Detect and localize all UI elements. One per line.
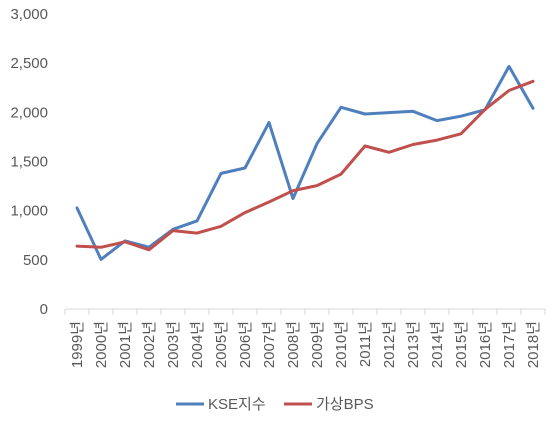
y-tick-label: 1,500 (10, 154, 48, 171)
x-tick-label: 2004년 (189, 321, 206, 368)
y-tick-label: 2,500 (10, 55, 48, 72)
x-tick-label: 2010년 (333, 321, 350, 368)
x-tick-label: 2013년 (405, 321, 422, 368)
x-tick-label: 2008년 (285, 321, 302, 368)
x-tick-label: 2016년 (477, 321, 494, 368)
y-tick-label: 3,000 (10, 6, 48, 23)
series-lines (75, 64, 535, 261)
x-axis-ticks: 1999년 2000년 2001년 2002년 2003년 2004년 2005년 2006년… (64, 309, 546, 368)
series-line (75, 79, 535, 252)
series-line (75, 64, 535, 261)
x-tick-label: 2007년 (261, 321, 278, 368)
x-tick-label: 2014년 (429, 321, 446, 368)
x-tick-label: 2012년 (381, 321, 398, 368)
x-tick-label: 2006년 (237, 321, 254, 368)
x-tick-label: 2009년 (309, 321, 326, 368)
y-tick-label: 1,000 (10, 203, 48, 220)
x-tick-label: 2000년 (93, 321, 110, 368)
x-tick-label: 2015년 (453, 321, 470, 368)
x-tick-label: 2001년 (117, 321, 134, 368)
x-tick-label: 2003년 (165, 321, 182, 368)
x-tick-label: 1999년 (69, 321, 86, 368)
legend: KSE지수 가상BPS (176, 396, 374, 413)
legend-label: KSE지수 (208, 396, 266, 413)
x-tick-label: 2018년 (525, 321, 542, 368)
x-tick-label: 2011년 (357, 321, 374, 367)
x-tick-label: 2002년 (141, 321, 158, 368)
y-tick-label: 2,000 (10, 104, 48, 121)
y-tick-label: 500 (23, 252, 48, 269)
x-tick-label: 2005년 (213, 321, 230, 368)
legend-label: 가상BPS (316, 396, 374, 413)
y-tick-label: 0 (40, 301, 48, 318)
y-axis-ticks: 0 500 1,000 1,500 2,000 2,500 3,000 (10, 6, 48, 318)
x-tick-label: 2017년 (501, 321, 518, 368)
